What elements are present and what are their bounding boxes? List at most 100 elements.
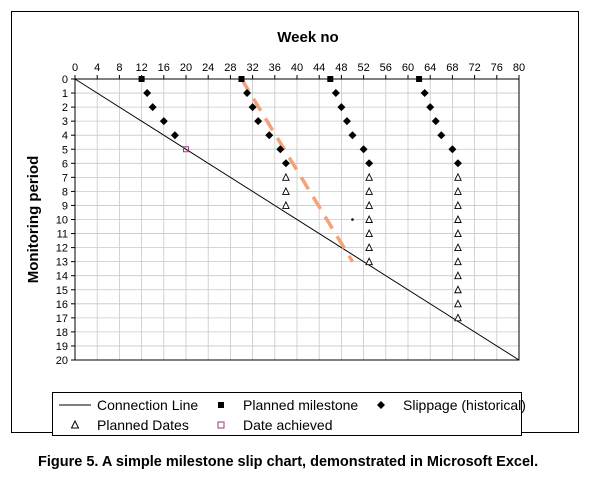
x-tick-label: 0 — [72, 62, 78, 74]
x-tick-label: 24 — [202, 62, 214, 74]
planned-date-marker — [454, 214, 462, 223]
y-tick-label: 17 — [56, 313, 68, 325]
y-tick-label: 9 — [62, 200, 68, 212]
x-axis-title: Week no — [277, 29, 338, 46]
x-tick-label: 44 — [313, 62, 325, 74]
planned-date-marker — [454, 271, 462, 280]
y-tick-label: 10 — [56, 215, 68, 227]
legend-swatch-open-square — [205, 418, 237, 432]
legend-label-date-achieved: Date achieved — [243, 417, 333, 433]
x-tick-label: 4 — [94, 62, 100, 74]
slippage-marker — [248, 103, 257, 112]
legend-item-slippage: Slippage (historical) — [365, 396, 526, 414]
slippage-marker — [431, 117, 440, 126]
legend-item-planned-milestone: Planned milestone — [205, 396, 358, 414]
y-tick-label: 6 — [62, 158, 68, 170]
slippage-marker — [281, 159, 290, 168]
slippage-marker — [448, 145, 457, 154]
x-tick-label: 60 — [402, 62, 414, 74]
date-achieved-marker — [183, 146, 189, 153]
legend-swatch-square — [205, 398, 237, 412]
planned-milestone-marker — [416, 76, 423, 82]
slippage-marker — [159, 117, 168, 126]
y-tick-label: 12 — [56, 243, 68, 255]
slippage-marker — [426, 103, 435, 112]
planned-date-marker — [281, 186, 290, 195]
slippage-marker — [348, 131, 357, 140]
y-tick-label: 8 — [62, 186, 68, 198]
y-tick-label: 13 — [56, 257, 68, 269]
y-tick-label: 2 — [62, 102, 68, 114]
x-tick-label: 76 — [491, 62, 503, 74]
x-tick-label: 40 — [291, 62, 303, 74]
slippage-marker — [243, 89, 252, 98]
slippage-marker — [148, 103, 157, 112]
x-tick-label: 20 — [180, 62, 192, 74]
planned-date-marker — [454, 243, 462, 252]
slippage-marker — [265, 131, 274, 140]
figure-caption: Figure 5. A simple milestone slip chart,… — [38, 454, 539, 470]
y-tick-label: 7 — [62, 172, 68, 184]
slippage-marker — [420, 89, 429, 98]
y-tick-label: 19 — [56, 341, 68, 353]
planned-date-marker — [365, 214, 374, 223]
x-tick-label: 48 — [335, 62, 347, 74]
slippage-marker — [337, 103, 346, 112]
legend-label-planned-milestone: Planned milestone — [243, 397, 359, 413]
slippage-marker — [143, 89, 152, 98]
planned-date-marker — [454, 200, 462, 209]
y-axis-title: Monitoring period — [25, 156, 42, 283]
slippage-marker — [359, 145, 368, 154]
x-tick-label: 72 — [468, 62, 480, 74]
y-tick-label: 11 — [57, 229, 68, 241]
x-tick-label: 36 — [269, 62, 281, 74]
planned-date-marker — [365, 172, 374, 181]
planned-date-marker — [454, 172, 462, 181]
legend-swatch-diamond — [365, 398, 397, 412]
y-tick-label: 0 — [62, 74, 68, 86]
x-tick-label: 28 — [224, 62, 236, 74]
planned-date-marker — [454, 257, 462, 266]
slippage-marker — [365, 159, 374, 168]
planned-milestone-marker — [138, 76, 145, 82]
legend-label-connection-line: Connection Line — [97, 397, 199, 413]
planned-date-marker — [365, 229, 374, 238]
y-tick-label: 4 — [62, 130, 68, 142]
legend-swatch-triangle — [59, 418, 91, 432]
milestone-slip-chart: 0 4 8 12 16 20 24 28 32 36 40 44 48 52 56 60 64 68 72 76 800… — [25, 29, 525, 367]
y-tick-label: 3 — [62, 116, 68, 128]
chart-frame: 0 4 8 12 16 20 24 28 32 36 40 44 48 52 56 60 64 68 72 76 80 0… — [11, 11, 579, 436]
y-tick-label: 20 — [56, 355, 68, 367]
slippage-marker — [453, 159, 462, 168]
connection-line — [74, 78, 520, 361]
planned-date-marker — [454, 229, 462, 238]
slippage-marker — [331, 89, 340, 98]
slippage-marker — [254, 117, 263, 126]
planned-milestone-marker — [327, 76, 334, 82]
y-tick-label: 5 — [62, 144, 68, 156]
slippage-marker — [437, 131, 446, 140]
planned-date-marker — [365, 243, 374, 252]
y-tick-label: 18 — [56, 327, 68, 339]
legend-item-planned-dates: Planned Dates — [59, 416, 189, 434]
slippage-marker — [276, 145, 285, 154]
planned-date-marker — [454, 285, 462, 294]
x-tick-label: 16 — [158, 62, 170, 74]
planned-date-marker — [281, 200, 290, 209]
planned-milestone-marker — [238, 76, 245, 82]
stray-point-marker — [351, 218, 354, 221]
legend-label-planned-dates: Planned Dates — [97, 417, 189, 433]
legend-label-slippage: Slippage (historical) — [403, 397, 526, 413]
x-tick-label: 56 — [380, 62, 392, 74]
planned-date-marker — [365, 200, 374, 209]
trend-dashed-line — [240, 78, 354, 263]
planned-date-marker — [365, 186, 374, 195]
x-tick-label: 32 — [246, 62, 258, 74]
y-tick-label: 1 — [62, 88, 68, 100]
x-tick-label: 68 — [446, 62, 458, 74]
planned-date-marker — [281, 172, 290, 181]
slippage-marker — [342, 117, 351, 126]
slippage-marker — [170, 131, 179, 140]
x-tick-label: 8 — [116, 62, 122, 74]
legend: Connection Line Planned milestone Slippa… — [52, 392, 526, 436]
